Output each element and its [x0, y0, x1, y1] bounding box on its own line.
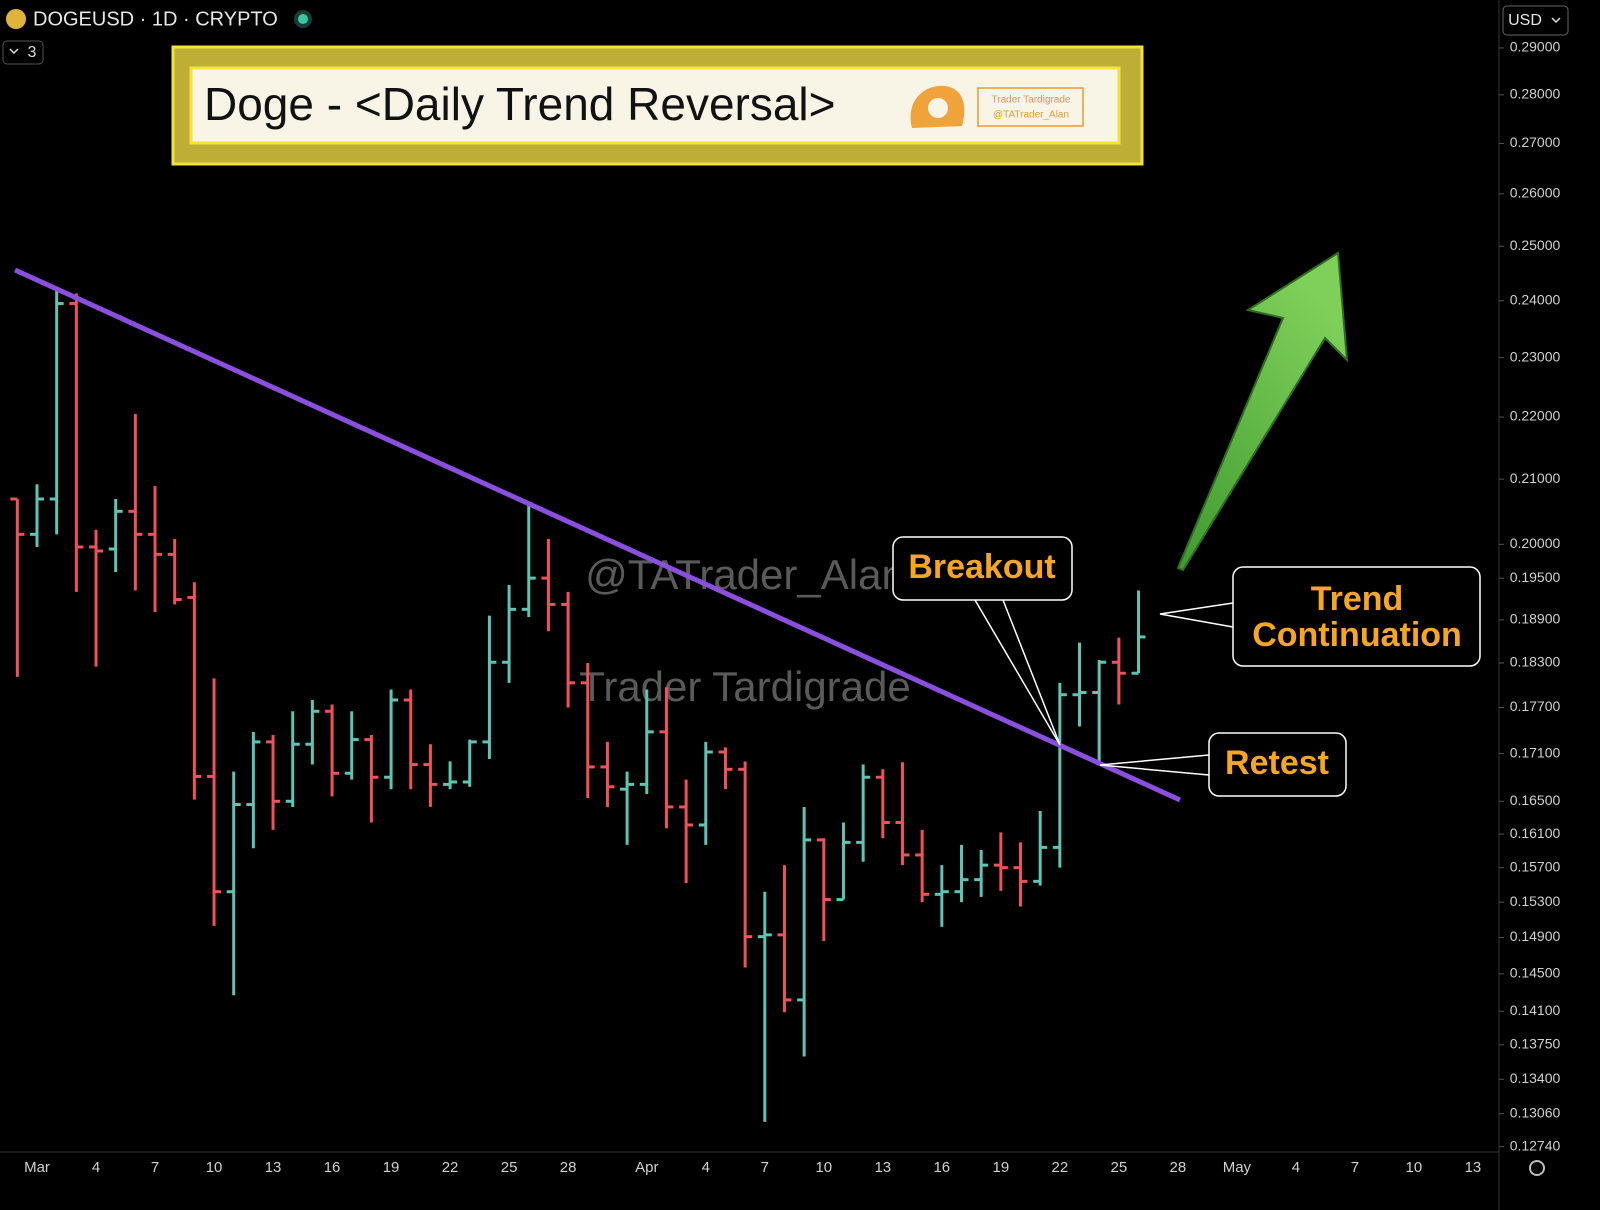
y-tick-label: 0.22000	[1510, 408, 1561, 424]
y-tick-label: 0.25000	[1510, 237, 1561, 253]
logo: Trader Tardigrade @TATrader_Alan	[910, 85, 1084, 128]
y-tick-label: 0.14100	[1510, 1002, 1561, 1018]
logo-box	[977, 87, 1084, 127]
x-tick-label: 19	[383, 1159, 400, 1176]
x-tick-label: 22	[1052, 1159, 1069, 1176]
y-tick-label: 0.13400	[1510, 1070, 1561, 1086]
callout-box	[1232, 566, 1481, 667]
indicator-toggle[interactable]	[2, 40, 44, 65]
callout-pointer	[974, 599, 1061, 746]
y-tick-label: 0.24000	[1510, 291, 1561, 307]
coin-icon	[6, 9, 26, 29]
y-tick-label: 0.17700	[1510, 698, 1561, 714]
x-tick-label: 7	[1351, 1159, 1359, 1176]
x-tick-label: 13	[265, 1159, 282, 1176]
trendline	[13, 267, 1182, 803]
y-axis: 0.29000 0.28000 0.27000 0.26000 0.25000 0.240…	[1499, 39, 1561, 1153]
x-tick-label: 16	[933, 1159, 950, 1176]
up-arrow	[1176, 251, 1349, 572]
watermarks: @TATrader_Alan Trader Tardigrade	[579, 551, 911, 710]
currency-button[interactable]	[1502, 5, 1569, 36]
y-tick-label: 0.23000	[1510, 348, 1561, 364]
annotation: Retest	[1225, 744, 1329, 782]
x-tick-label: 7	[151, 1159, 159, 1176]
y-tick-label: 0.17100	[1510, 744, 1561, 760]
y-tick-label: 0.12740	[1510, 1137, 1561, 1153]
x-tick-label: Mar	[24, 1159, 50, 1176]
y-tick-label: 0.21000	[1510, 470, 1561, 486]
y-tick-label: 0.26000	[1510, 185, 1561, 201]
currency: USD	[1508, 12, 1542, 29]
y-tick-label: 0.15300	[1510, 893, 1561, 909]
annotation: Trend Continuation	[1252, 580, 1462, 654]
x-tick-label: 25	[501, 1159, 518, 1176]
chevron	[1551, 17, 1561, 24]
x-tick-label: Apr	[635, 1159, 658, 1176]
y-tick-label: 0.14500	[1510, 965, 1561, 981]
chevron	[9, 48, 19, 55]
y-tick-label: 0.18300	[1510, 654, 1561, 670]
x-tick-label: 22	[442, 1159, 459, 1176]
y-tick-label: 0.28000	[1510, 86, 1561, 102]
x-tick-label: 19	[992, 1159, 1009, 1176]
x-tick-label: 10	[815, 1159, 832, 1176]
x-tick-label: 28	[560, 1159, 577, 1176]
y-tick-label: 0.29000	[1510, 39, 1561, 55]
x-tick-label: 13	[874, 1159, 891, 1176]
x-tick-label: 10	[1406, 1159, 1423, 1176]
y-tick-label: 0.27000	[1510, 134, 1561, 150]
indicator-count: 3	[28, 44, 37, 61]
chart-title: Doge - <Daily Trend Reversal>	[204, 78, 836, 130]
x-tick-label: 4	[1292, 1159, 1300, 1176]
callout-box	[892, 536, 1073, 601]
y-tick-label: 0.20000	[1510, 535, 1561, 551]
logo-text: Trader Tardigrade	[992, 95, 1071, 106]
symbol[interactable]: DOGEUSD · 1D · CRYPTO	[33, 8, 278, 30]
x-tick-label: 10	[206, 1159, 223, 1176]
logo-icon	[928, 98, 948, 118]
callout-pointer	[1099, 754, 1210, 776]
annotation: Breakout	[908, 548, 1055, 586]
x-tick-label: 28	[1170, 1159, 1187, 1176]
watermark: Trader Tardigrade	[579, 663, 911, 710]
watermark: @TATrader_Alan	[585, 551, 905, 598]
x-tick-label: 4	[702, 1159, 710, 1176]
y-tick-label: 0.19500	[1510, 569, 1561, 585]
plot	[10, 286, 1146, 1122]
title-panel	[189, 66, 1121, 145]
x-tick-label: 4	[92, 1159, 100, 1176]
y-tick-label: 0.16100	[1510, 825, 1561, 841]
y-tick-label: 0.16500	[1510, 792, 1561, 808]
x-tick-label: 16	[324, 1159, 341, 1176]
x-tick-label: May	[1223, 1159, 1252, 1176]
y-tick-label: 0.14900	[1510, 928, 1561, 944]
y-tick-label: 0.13750	[1510, 1036, 1561, 1052]
x-tick-label: 25	[1111, 1159, 1128, 1176]
x-tick-label: 13	[1465, 1159, 1482, 1176]
x-axis: Mar 4 7 10 13 16 19 22 25 28 Apr 4 7 10 13 16 19 22 25 28 Ma…	[24, 1159, 1481, 1176]
y-tick-label: 0.13060	[1510, 1104, 1561, 1120]
y-tick-label: 0.18900	[1510, 611, 1561, 627]
logo-text: @TATrader_Alan	[993, 110, 1069, 121]
status-dot	[298, 14, 308, 24]
settings-icon[interactable]	[1529, 1160, 1545, 1176]
callout-pointer	[1159, 602, 1234, 628]
callout-box	[1208, 732, 1347, 797]
x-tick-label: 7	[761, 1159, 769, 1176]
y-tick-label: 0.15700	[1510, 858, 1561, 874]
